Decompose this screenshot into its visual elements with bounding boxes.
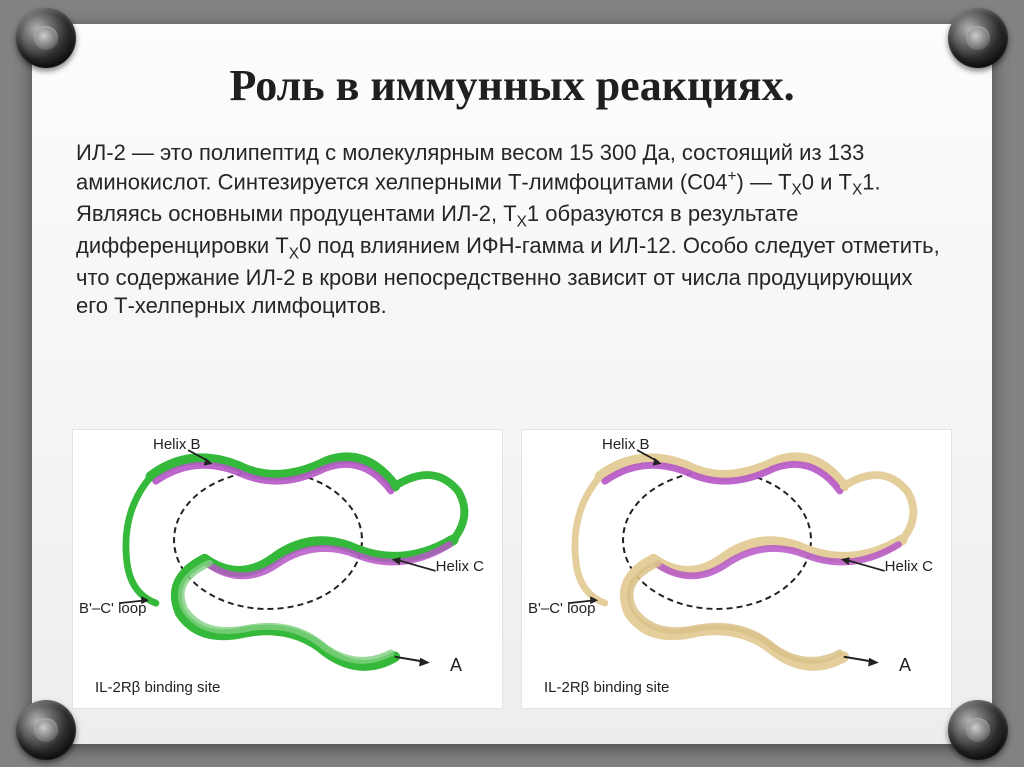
corner-rivet-bottom-left: [16, 700, 76, 760]
label-helix-c: Helix C: [436, 558, 484, 575]
figure-left: Helix B Helix C B'–C' loop IL-2Rβ bindin…: [72, 429, 503, 709]
figure-row: Helix B Helix C B'–C' loop IL-2Rβ bindin…: [72, 429, 952, 709]
slide-body: ИЛ-2 — это полипептид с молекулярным вес…: [32, 129, 992, 321]
figure-right: Helix B Helix C B'–C' loop IL-2Rβ bindin…: [521, 429, 952, 709]
label-loop: B'–C' loop: [528, 600, 595, 617]
label-a: A: [899, 655, 911, 676]
corner-rivet-top-right: [948, 8, 1008, 68]
corner-rivet-bottom-right: [948, 700, 1008, 760]
label-loop: B'–C' loop: [79, 600, 146, 617]
label-helix-b: Helix B: [153, 436, 201, 453]
label-helix-c: Helix C: [885, 558, 933, 575]
slide-title: Роль в иммунных реакциях.: [32, 24, 992, 129]
label-a: A: [450, 655, 462, 676]
corner-rivet-top-left: [16, 8, 76, 68]
slide: Роль в иммунных реакциях. ИЛ-2 — это пол…: [32, 24, 992, 744]
label-binding: IL-2Rβ binding site: [544, 679, 669, 696]
label-binding: IL-2Rβ binding site: [95, 679, 220, 696]
label-helix-b: Helix B: [602, 436, 650, 453]
